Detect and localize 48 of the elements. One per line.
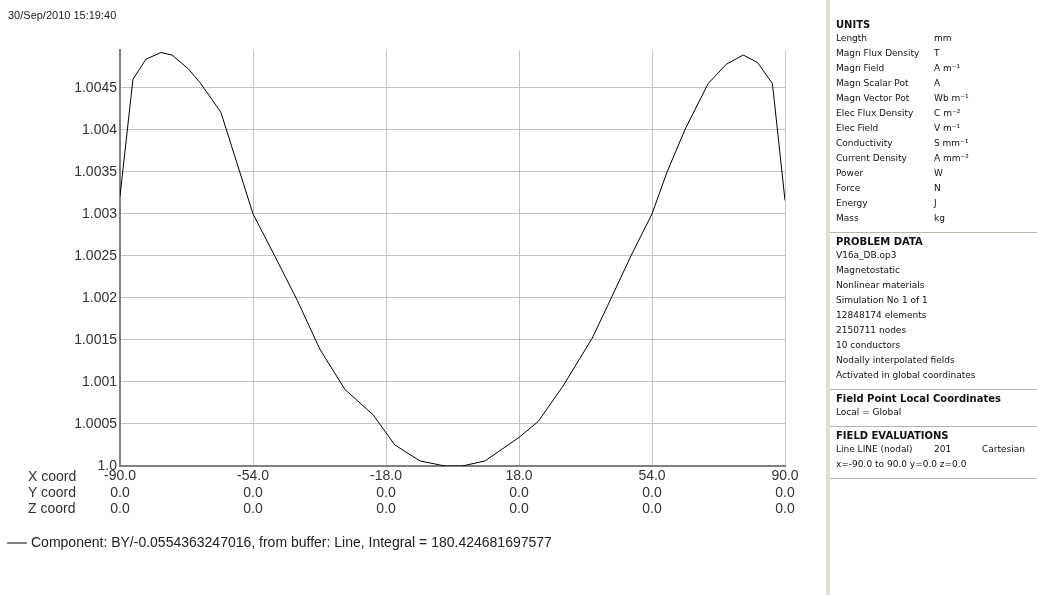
text: Magn Vector Pot Wb m⁻¹ xyxy=(836,93,969,103)
text: Simulation No 1 of 1 xyxy=(836,295,928,305)
y-tick-label: 1.0005 xyxy=(74,414,118,431)
text: Magnetostatic xyxy=(836,265,900,275)
legend-label: Component: BY/-0.0554363247016, from buffer: Line, Integral = 180.424681697577 xyxy=(31,533,553,550)
text: 30/Sep/2010 15:19:40 xyxy=(8,9,117,21)
text: Z coord 0.0 0.0 0.0 0.0 0.0 0.0 xyxy=(28,500,795,516)
y-tick-label: 1.001 xyxy=(81,372,118,389)
text: Mass kg xyxy=(836,213,945,223)
y-tick-label: 1.0025 xyxy=(74,246,118,263)
x-tick-label: 54.0 xyxy=(638,466,666,483)
text: 2150711 nodes xyxy=(836,325,907,335)
x-tick-label: 18.0 xyxy=(505,466,533,483)
x-tick-label: -54.0 xyxy=(237,466,270,483)
y-tick-label: 1.004 xyxy=(81,120,118,137)
text: Field Point Local Coordinates xyxy=(836,393,1002,404)
text: PROBLEM DATA xyxy=(836,236,924,247)
text: Magn Flux Density T xyxy=(836,48,940,58)
text: Local = Global xyxy=(836,407,902,417)
y-tick-label: 1.0045 xyxy=(74,78,118,95)
text: Magn Field A m⁻¹ xyxy=(836,63,961,73)
x-tick-label: 90.0 xyxy=(771,466,799,483)
x-axis-title: X coord xyxy=(28,468,77,484)
text: Nonlinear materials xyxy=(836,280,925,290)
text: Line LINE (nodal) 201 Cartesian xyxy=(836,444,1025,454)
text: Y coord 0.0 0.0 0.0 0.0 0.0 0.0 xyxy=(28,484,795,500)
text: x=-90.0 to 90.0 y=0.0 z=0.0 xyxy=(836,459,967,469)
text: Nodally interpolated fields xyxy=(836,355,955,365)
x-tick-label: -18.0 xyxy=(370,466,403,483)
text: Magn Scalar Pot A xyxy=(836,78,941,88)
text: Conductivity S mm⁻¹ xyxy=(836,138,969,148)
text: V16a_DB.op3 xyxy=(836,250,897,260)
y-tick-label: 1.0015 xyxy=(74,330,118,347)
text: Current Density A mm⁻² xyxy=(836,153,969,163)
text: FIELD EVALUATIONS xyxy=(836,430,950,441)
text: Force N xyxy=(836,183,941,193)
text: 10 conductors xyxy=(836,340,901,350)
y-tick-label: 1.003 xyxy=(81,204,118,221)
text: Length mm xyxy=(836,33,952,43)
text: Activated in global coordinates xyxy=(836,370,976,380)
text: Elec Flux Density C m⁻² xyxy=(836,108,961,118)
text: Energy J xyxy=(836,198,937,208)
text: Elec Field V m⁻¹ xyxy=(836,123,961,133)
text: Power W xyxy=(836,168,943,178)
text: 12848174 elements xyxy=(836,310,927,320)
y-tick-label: 1.002 xyxy=(81,288,118,305)
y-tick-label: 1.0035 xyxy=(74,162,118,179)
text: UNITS xyxy=(836,19,872,30)
